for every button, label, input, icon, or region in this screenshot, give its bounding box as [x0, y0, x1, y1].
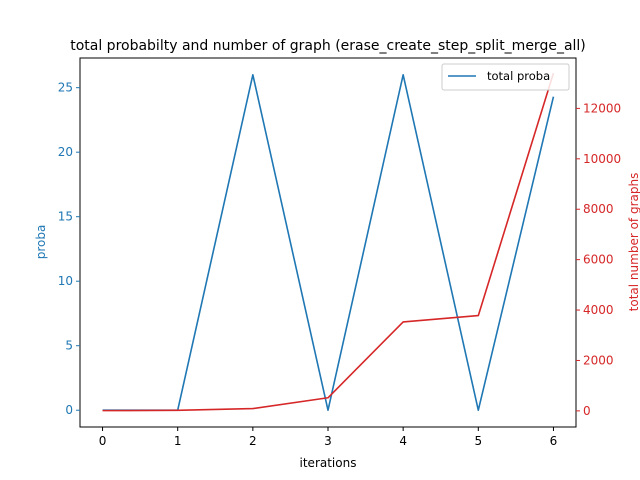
x-tick-label: 5: [474, 434, 482, 448]
x-tick-label: 0: [99, 434, 107, 448]
right-tick-label: 0: [583, 404, 591, 418]
right-tick-label: 10000: [583, 152, 621, 166]
x-axis: 0 1 2 3 4 5 6: [99, 427, 558, 448]
series-lines: [102, 72, 555, 412]
left-tick-label: 5: [65, 339, 73, 353]
legend-label-total-proba: total proba: [487, 69, 550, 83]
left-tick-label: 20: [58, 145, 73, 159]
left-tick-label: 0: [65, 403, 73, 417]
x-axis-label: iterations: [300, 456, 357, 470]
right-tick-label: 4000: [583, 303, 614, 317]
right-tick-label: 2000: [583, 353, 614, 367]
right-axis: 0 2000 4000 6000 8000 10000 12000: [576, 101, 621, 418]
x-tick-label: 1: [174, 434, 182, 448]
right-tick-label: 6000: [583, 253, 614, 267]
left-tick-label: 15: [58, 210, 73, 224]
right-tick-label: 12000: [583, 101, 621, 115]
left-axis: 0 5 10 15 20 25: [58, 81, 80, 417]
legend-box: [441, 63, 570, 91]
x-tick-label: 4: [399, 434, 407, 448]
x-tick-label: 3: [324, 434, 332, 448]
x-tick-label: 2: [249, 434, 257, 448]
chart-title: total probabilty and number of graph (er…: [70, 38, 586, 54]
legend: total proba: [441, 63, 570, 91]
left-axis-label: proba: [34, 225, 48, 260]
left-tick-label: 25: [58, 81, 73, 95]
right-tick-label: 8000: [583, 202, 614, 216]
right-axis-label: total number of graphs: [627, 173, 640, 312]
left-tick-label: 10: [58, 274, 73, 288]
x-tick-label: 6: [550, 434, 558, 448]
series-line-total-graphs: [102, 72, 555, 412]
